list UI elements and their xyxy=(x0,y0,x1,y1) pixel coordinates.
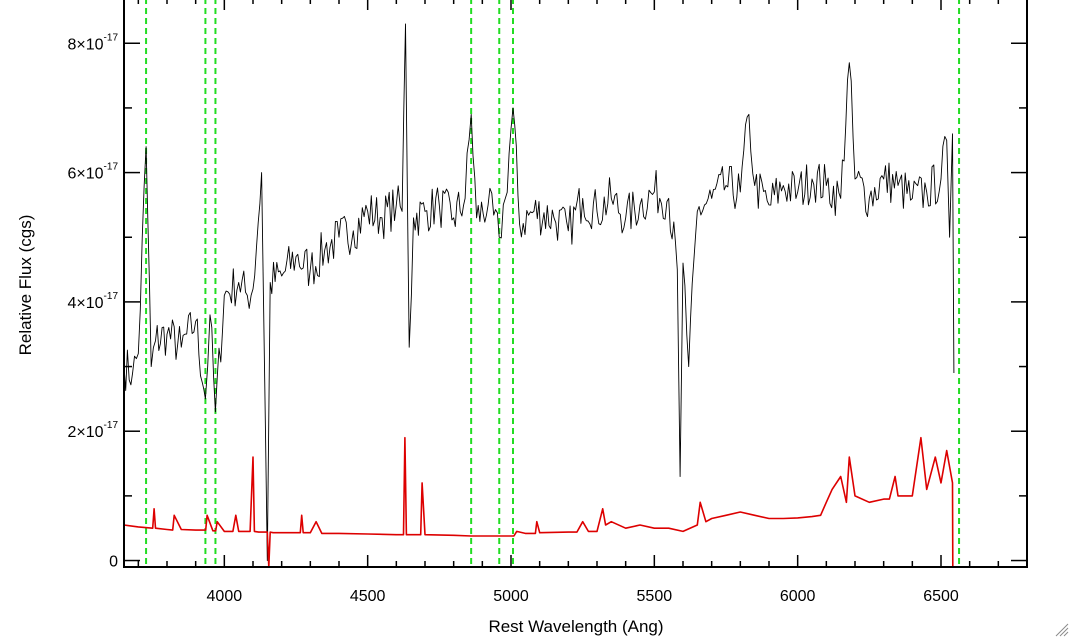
emission-line-markers xyxy=(145,0,961,567)
y-axis-title: Relative Flux (cgs) xyxy=(16,215,35,356)
x-tick-label: 5000 xyxy=(493,588,529,605)
x-axis-ticks: 4000 4500 5000 5500 6000 6500 xyxy=(137,0,1028,605)
x-tick-label: 4500 xyxy=(350,588,386,605)
y-axis-ticks: 02×10-174×10-176×10-178×10-17 xyxy=(68,32,1027,571)
series-line-0 xyxy=(123,23,955,561)
y-tick-label: 0 xyxy=(109,554,118,571)
x-tick-label: 6000 xyxy=(780,588,816,605)
x-tick-label: 6500 xyxy=(923,588,959,605)
resize-grip-icon[interactable] xyxy=(1055,623,1069,637)
plot-frame xyxy=(123,0,1028,568)
x-tick-label: 5500 xyxy=(637,588,673,605)
spectrum-series xyxy=(123,23,1027,568)
x-axis-title: Rest Wavelength (Ang) xyxy=(488,617,663,636)
plot-axes xyxy=(123,0,1028,568)
x-tick-label: 4000 xyxy=(207,588,243,605)
series-line-1 xyxy=(123,436,1027,568)
